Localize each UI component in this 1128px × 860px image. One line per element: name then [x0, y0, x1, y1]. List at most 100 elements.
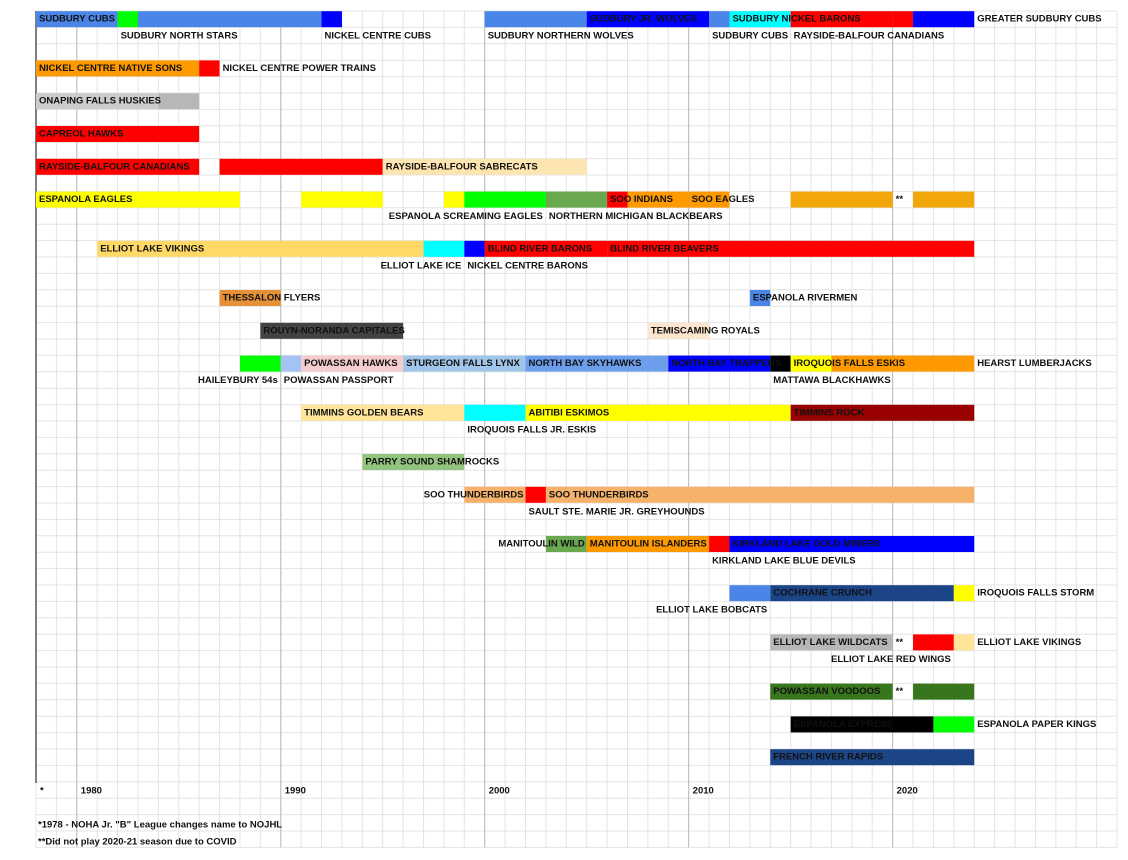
team-segment [770, 683, 893, 700]
team-label: SOO THUNDERBIRDS [424, 489, 524, 500]
team-label: NICKEL CENTRE NATIVE SONS [39, 63, 182, 74]
team-label: NORTH BAY TRAPPERS [671, 358, 781, 369]
team-segment [301, 355, 404, 372]
team-label: COCHRANE CRUNCH [773, 588, 872, 599]
team-segment [647, 322, 710, 339]
x-tick-label: 2000 [489, 786, 510, 797]
team-segment [301, 191, 383, 208]
team-segment [790, 355, 832, 372]
team-segment [688, 191, 730, 208]
team-label: ESPANOLA RIVERMEN [753, 293, 858, 304]
team-label: STURGEON FALLS LYNX [406, 358, 520, 369]
team-segment [362, 454, 465, 470]
team-label: NORTH BAY SKYHAWKS [529, 358, 642, 369]
team-segment [464, 240, 485, 257]
team-label: MANITOULIN WILD [498, 539, 585, 550]
team-label: ESPANOLA EAGLES [39, 194, 132, 205]
team-segment [219, 290, 281, 306]
team-segment [607, 240, 975, 257]
team-segment [831, 355, 975, 372]
team-segment [443, 191, 465, 208]
team-segment [770, 749, 975, 766]
team-label: IROQUOIS FALLS ESKIS [794, 358, 905, 369]
team-segment [913, 683, 975, 700]
team-label: KIRKLAND LAKE GOLD MINERS [732, 539, 880, 550]
team-segment [627, 191, 689, 208]
team-label: BLIND RIVER BARONS [488, 243, 593, 254]
team-label: RAYSIDE-BALFOUR SABRECATS [386, 161, 538, 172]
covid-note: ** [896, 194, 904, 205]
team-label: FRENCH RIVER RAPIDS [773, 752, 883, 763]
team-label: ELLIOT LAKE RED WINGS [831, 654, 951, 665]
team-label: SUDBURY NORTH STARS [121, 31, 238, 42]
team-label: ONAPING FALLS HUSKIES [39, 96, 161, 107]
team-label: ESPANOLA SCREAMING EAGLES [389, 211, 543, 222]
team-label: MANITOULIN ISLANDERS [590, 539, 707, 550]
team-segment [117, 11, 138, 28]
team-segment [790, 716, 934, 733]
team-label: SUDBURY CUBS [712, 31, 788, 42]
covid-note: ** [896, 637, 904, 648]
footnote: **Did not play 2020-21 season due to COV… [38, 837, 237, 848]
team-label: NICKEL CENTRE BARONS [467, 260, 588, 271]
team-segment [199, 60, 220, 77]
team-segment [36, 158, 200, 175]
team-label: PARRY SOUND SHAMROCKS [365, 457, 499, 468]
team-segment [709, 11, 730, 28]
team-segment [729, 536, 975, 552]
team-segment [933, 716, 975, 733]
team-label: BLIND RIVER BEAVERS [610, 243, 719, 254]
team-label: POWASSAN PASSPORT [284, 375, 394, 386]
team-label: SUDBURY CUBS [39, 14, 115, 25]
team-segment [219, 158, 383, 175]
x-tick-label: * [40, 786, 44, 797]
team-segment [749, 290, 771, 306]
team-label: TIMMINS GOLDEN BEARS [304, 407, 423, 418]
team-label: GREATER SUDBURY CUBS [977, 14, 1101, 25]
team-segment [790, 11, 893, 28]
team-segment [913, 191, 975, 208]
team-segment [525, 355, 669, 372]
x-tick-label: 2010 [693, 786, 714, 797]
team-segment [790, 404, 975, 421]
team-segment [36, 191, 240, 208]
team-label: NICKEL CENTRE POWER TRAINS [223, 63, 376, 74]
team-segment [36, 93, 159, 110]
team-segment [770, 585, 954, 602]
team-segment [301, 404, 465, 421]
x-tick-label: 1980 [81, 786, 102, 797]
team-label: MATTAWA BLACKHAWKS [773, 375, 891, 386]
team-segment [607, 191, 628, 208]
team-label: THESSALON FLYERS [223, 293, 321, 304]
team-segment [586, 536, 710, 552]
team-segment [260, 322, 404, 339]
team-segment [525, 486, 546, 503]
team-segment [770, 634, 893, 651]
team-label: ELLIOT LAKE VIKINGS [977, 637, 1081, 648]
team-segment [423, 240, 465, 257]
team-label: ABITIBI ESKIMOS [529, 407, 610, 418]
x-tick-label: 2020 [897, 786, 918, 797]
team-label: POWASSAN HAWKS [304, 358, 397, 369]
team-label: ROUYN-NORANDA CAPITALES [263, 325, 404, 336]
team-label: ELLIOT LAKE BOBCATS [656, 605, 767, 616]
team-segment [729, 11, 791, 28]
team-segment [484, 240, 608, 257]
team-label: SAULT STE. MARIE JR. GREYHOUNDS [529, 506, 705, 517]
team-segment [892, 11, 914, 28]
team-segment [668, 355, 771, 372]
team-segment [545, 191, 608, 208]
team-segment [953, 634, 975, 651]
team-segment [239, 355, 281, 372]
team-label: RAYSIDE-BALFOUR CANADIANS [794, 31, 945, 42]
team-segment [36, 60, 200, 77]
x-tick-label: 1990 [285, 786, 306, 797]
team-segment [545, 536, 587, 552]
covid-note: ** [896, 686, 904, 697]
team-segment [729, 585, 771, 602]
team-segment [545, 486, 975, 503]
team-segment [36, 126, 200, 142]
footnote: *1978 - NOHA Jr. "B" League changes name… [38, 820, 282, 831]
